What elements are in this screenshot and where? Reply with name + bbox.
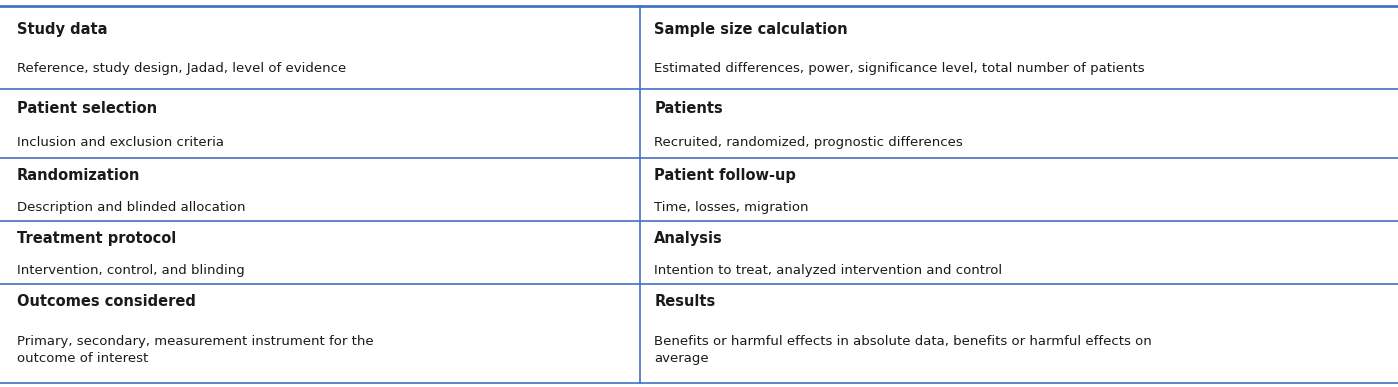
- Text: Patients: Patients: [654, 101, 723, 116]
- Text: Analysis: Analysis: [654, 231, 723, 246]
- Text: Description and blinded allocation: Description and blinded allocation: [17, 201, 245, 214]
- Text: Time, losses, migration: Time, losses, migration: [654, 201, 809, 214]
- Text: Results: Results: [654, 294, 716, 309]
- Text: Reference, study design, Jadad, level of evidence: Reference, study design, Jadad, level of…: [17, 62, 347, 75]
- Text: Intervention, control, and blinding: Intervention, control, and blinding: [17, 264, 245, 277]
- Text: Benefits or harmful effects in absolute data, benefits or harmful effects on
ave: Benefits or harmful effects in absolute …: [654, 336, 1152, 365]
- Text: Estimated differences, power, significance level, total number of patients: Estimated differences, power, significan…: [654, 62, 1145, 75]
- Text: Randomization: Randomization: [17, 168, 140, 183]
- Text: Intention to treat, analyzed intervention and control: Intention to treat, analyzed interventio…: [654, 264, 1002, 277]
- Text: Primary, secondary, measurement instrument for the
outcome of interest: Primary, secondary, measurement instrume…: [17, 336, 373, 365]
- Text: Patient selection: Patient selection: [17, 101, 157, 116]
- Text: Outcomes considered: Outcomes considered: [17, 294, 196, 309]
- Text: Study data: Study data: [17, 22, 108, 37]
- Text: Patient follow-up: Patient follow-up: [654, 168, 795, 183]
- Text: Sample size calculation: Sample size calculation: [654, 22, 849, 37]
- Text: Inclusion and exclusion criteria: Inclusion and exclusion criteria: [17, 136, 224, 149]
- Text: Treatment protocol: Treatment protocol: [17, 231, 176, 246]
- Text: Recruited, randomized, prognostic differences: Recruited, randomized, prognostic differ…: [654, 136, 963, 149]
